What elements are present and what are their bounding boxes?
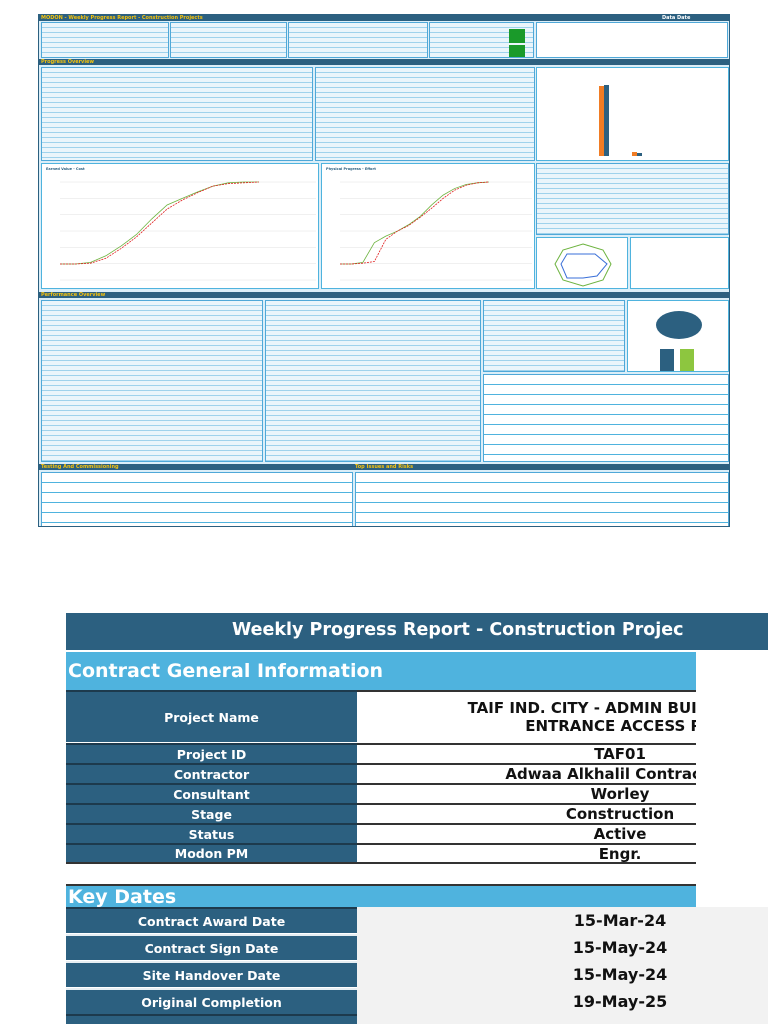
key-date-value: 19-May-25 <box>572 991 668 1011</box>
key-dates-value-background <box>357 907 768 1024</box>
key-date-value: 15-May-24 <box>572 937 668 957</box>
info-value: Engr. <box>357 843 696 863</box>
change-order-log-table <box>483 374 729 462</box>
physical-progress-svg <box>340 181 532 281</box>
key-date-row: Contract Sign Date 15-May-24 <box>66 934 768 960</box>
info-label: Status <box>66 823 357 843</box>
info-value: Active <box>357 823 696 843</box>
info-value: Worley <box>357 783 696 803</box>
key-date-value: 15-May-24 <box>572 964 668 984</box>
key-date-row: Contract Award Date 15-Mar-24 <box>66 907 768 933</box>
info-row-modon-pm: Modon PM Engr. <box>66 843 696 864</box>
info-label: Modon PM <box>66 843 357 862</box>
bar-worked <box>660 349 674 371</box>
info-value: TAIF IND. CITY - ADMIN BUILDING, G ENTRA… <box>357 690 696 742</box>
submittals-tables <box>41 300 263 462</box>
earned-value-chart: Earned Value - Cost <box>41 163 319 289</box>
construction-milestones-table <box>536 163 729 235</box>
key-dates-table <box>170 22 287 58</box>
info-row-stage: Stage Construction <box>66 803 696 823</box>
info-label: Project ID <box>66 743 357 763</box>
testing-commissioning-table <box>41 472 353 526</box>
info-label: Project Name <box>66 690 357 742</box>
key-date-label: Original Completion <box>66 988 357 1014</box>
info-label: Consultant <box>66 783 357 803</box>
info-value: Adwaa Alkhalil Contracting <box>357 763 696 783</box>
section-title: Progress Overview <box>41 59 95 65</box>
report-title-bar: Weekly Progress Report - Construction Pr… <box>66 613 768 650</box>
safety-statistics-table <box>483 300 625 372</box>
key-date-label: Contract Award Date <box>66 907 357 933</box>
key-date-label: Contract Sign Date <box>66 934 357 960</box>
report-title: Weekly Progress Report - Construction Pr… <box>232 620 684 640</box>
key-date-label: Site Handover Date <box>66 961 357 987</box>
bar-actual <box>637 153 642 156</box>
quality-score-badge <box>509 29 525 43</box>
project-name-line: ENTRANCE ACCESS RO <box>525 717 696 735</box>
key-date-row: Original Completion 19-May-25 <box>66 988 768 1014</box>
section-title: Testing And Commissioning <box>41 464 119 470</box>
top-issues-table <box>355 472 729 526</box>
info-label: Stage <box>66 803 357 823</box>
info-row-project-id: Project ID TAF01 <box>66 743 696 763</box>
bar-worked <box>680 349 694 371</box>
contract-info-table <box>41 22 169 58</box>
earned-value-table <box>41 67 313 161</box>
info-row-consultant: Consultant Worley <box>66 783 696 803</box>
progress-overview-band: Progress Overview <box>39 59 729 65</box>
info-label: Contractor <box>66 763 357 783</box>
physical-progress-table <box>315 67 535 161</box>
project-name-line: TAIF IND. CITY - ADMIN BUILDING, G <box>467 699 696 717</box>
bar-planned <box>599 86 604 156</box>
dashboard-thumbnail: MODON - Weekly Progress Report - Constru… <box>38 14 730 527</box>
quality-tables <box>265 300 481 462</box>
key-date-value: 15-Mar-24 <box>573 910 667 930</box>
key-dates-heading: Key Dates <box>66 884 696 908</box>
baseline-line <box>60 181 259 265</box>
info-value: Construction <box>357 803 696 823</box>
contract-info-table: Project Name TAIF IND. CITY - ADMIN BUIL… <box>0 690 696 866</box>
forecast-line <box>60 181 259 265</box>
safety-score-badge <box>509 45 525 57</box>
project-scope-box <box>536 22 728 58</box>
key-dates-table: Contract Award Date 15-Mar-24 Contract Si… <box>0 907 768 1024</box>
key-date-row: Site Handover Date 15-May-24 <box>66 961 768 987</box>
chart-title: Earned Value - Cost <box>46 167 85 171</box>
safety-pie-chart <box>627 300 729 372</box>
key-date-label <box>66 1014 357 1024</box>
pie-slice <box>656 311 702 339</box>
section-title: Top Issues and Risks <box>355 464 414 470</box>
info-row-status: Status Active <box>66 823 696 843</box>
forecast-line <box>340 181 489 265</box>
baseline-line <box>340 181 489 265</box>
project-kpi-radar <box>536 237 628 289</box>
chart-title: Physical Progress - Effort <box>326 167 376 171</box>
bar-planned <box>632 152 637 156</box>
earned-value-svg <box>60 181 316 281</box>
delayed-activities-chart <box>630 237 729 289</box>
contract-general-info-heading: Contract General Information <box>66 652 696 690</box>
cost-summary-table <box>288 22 428 58</box>
dashboard-title: MODON - Weekly Progress Report - Constru… <box>41 15 203 21</box>
dashboard-title-bar: MODON - Weekly Progress Report - Constru… <box>39 15 729 21</box>
bar-actual <box>604 85 609 156</box>
testing-band: Testing And Commissioning Top Issues and… <box>39 464 729 470</box>
physical-progress-chart: Physical Progress - Effort <box>321 163 535 289</box>
info-value: TAF01 <box>357 743 696 763</box>
performance-overview-band: Performance Overview <box>39 292 729 298</box>
info-row-project-name: Project Name TAIF IND. CITY - ADMIN BUIL… <box>66 690 696 742</box>
section-title: Performance Overview <box>41 292 106 298</box>
overall-progress-bar-chart <box>536 67 729 161</box>
key-date-row <box>66 1014 357 1024</box>
data-date-label: Data Date <box>662 15 691 21</box>
